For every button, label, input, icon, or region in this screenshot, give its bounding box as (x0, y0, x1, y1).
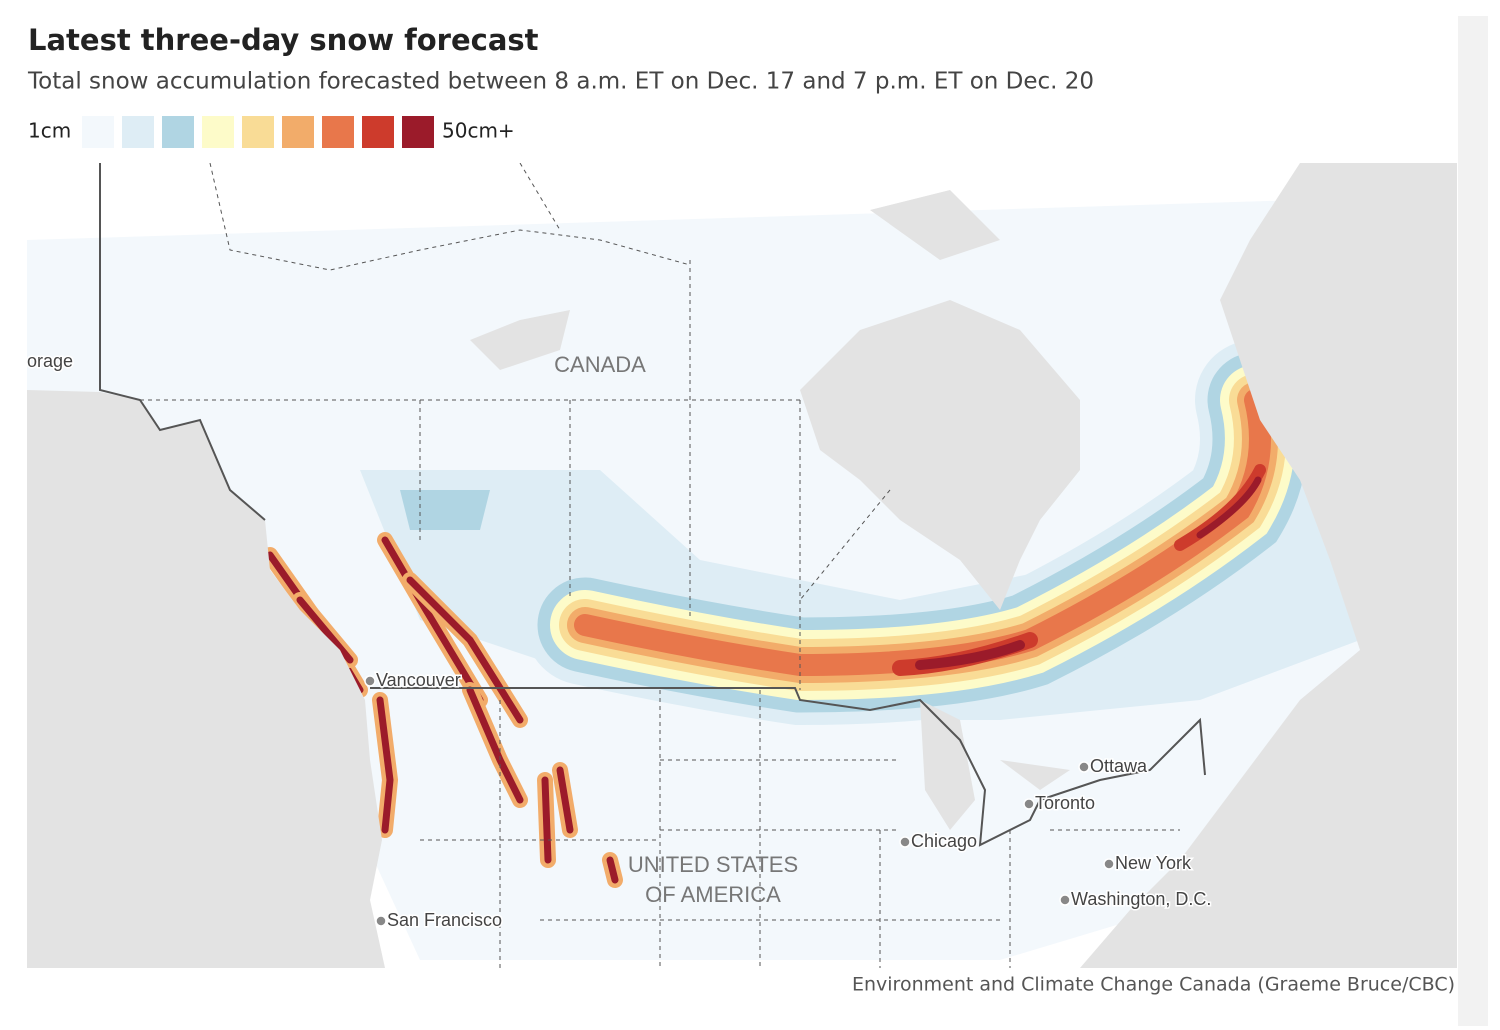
legend (82, 116, 434, 148)
scrollbar[interactable] (1458, 16, 1488, 1026)
place-label: Ottawa (1090, 756, 1148, 776)
legend-swatch (362, 116, 394, 148)
place-label: Vancouver (376, 670, 461, 690)
city-dot (375, 915, 387, 927)
legend-swatch (282, 116, 314, 148)
place-label: New York (1115, 853, 1192, 873)
subtitle: Total snow accumulation forecasted betwe… (27, 69, 1094, 95)
legend-swatch (242, 116, 274, 148)
snow-streak (406, 576, 524, 724)
credit: Environment and Climate Change Canada (G… (852, 974, 1455, 996)
city-dot (899, 836, 911, 848)
country-label: CANADA (554, 352, 646, 377)
snow-core (915, 640, 1025, 670)
legend-min: 1cm (28, 119, 71, 143)
snow-streak (296, 596, 354, 664)
city-dot (1078, 761, 1090, 773)
boundaries (140, 163, 1180, 968)
place-label: Washington, D.C. (1071, 889, 1211, 909)
legend-swatch (82, 116, 114, 148)
legend-max: 50cm+ (442, 119, 515, 143)
snow-streak (541, 776, 552, 864)
legend-swatch (162, 116, 194, 148)
place-label: Toronto (1035, 793, 1095, 813)
snow-streak (376, 696, 394, 834)
title: Latest three-day snow forecast (28, 23, 539, 57)
snow-core (1196, 476, 1262, 539)
snow-streak (381, 536, 484, 704)
water (27, 163, 1457, 968)
city-dot (1103, 858, 1115, 870)
legend-swatch (122, 116, 154, 148)
legend-swatch (202, 116, 234, 148)
map-labels: CANADA UNITED STATES OF AMERICA orage Vancou… (27, 349, 1213, 931)
country-label: OF AMERICA (645, 882, 781, 907)
place-label: San Francisco (387, 910, 502, 930)
place-label: Chicago (911, 831, 977, 851)
snow-streak (556, 766, 574, 834)
legend-swatch (322, 116, 354, 148)
border (99, 163, 1206, 847)
country-label: UNITED STATES (628, 852, 798, 877)
legend-swatch (402, 116, 434, 148)
city-dot (1023, 798, 1035, 810)
city-dot (1059, 894, 1071, 906)
snow-area (400, 490, 490, 530)
city-dot (364, 675, 376, 687)
map: CANADA UNITED STATES OF AMERICA orage Vancou… (27, 163, 1457, 968)
snow-streak (606, 856, 619, 884)
place-label: orage (27, 351, 73, 371)
